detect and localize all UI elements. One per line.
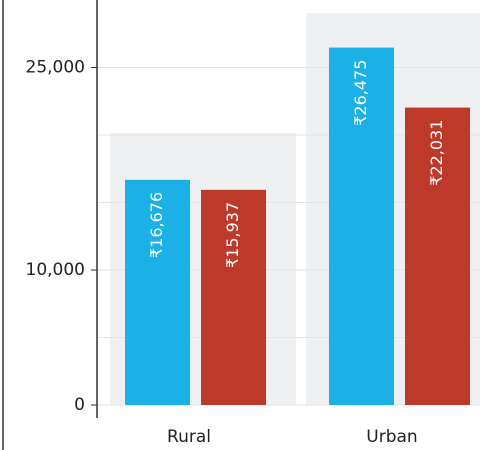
y-tick-label: 0 xyxy=(74,395,85,415)
x-tick-label: Rural xyxy=(167,427,211,447)
bar xyxy=(405,107,470,406)
y-tick-label: 25,000 xyxy=(26,58,85,78)
value-label: ₹16,676 xyxy=(147,192,166,258)
y-tick-label: 10,000 xyxy=(26,260,85,280)
value-label: ₹22,031 xyxy=(427,120,446,186)
value-label: ₹15,937 xyxy=(223,202,242,268)
bar xyxy=(201,189,266,405)
bar xyxy=(125,179,190,405)
bar xyxy=(329,47,394,406)
x-tick-label: Urban xyxy=(366,427,417,447)
value-label: ₹26,475 xyxy=(351,60,370,126)
